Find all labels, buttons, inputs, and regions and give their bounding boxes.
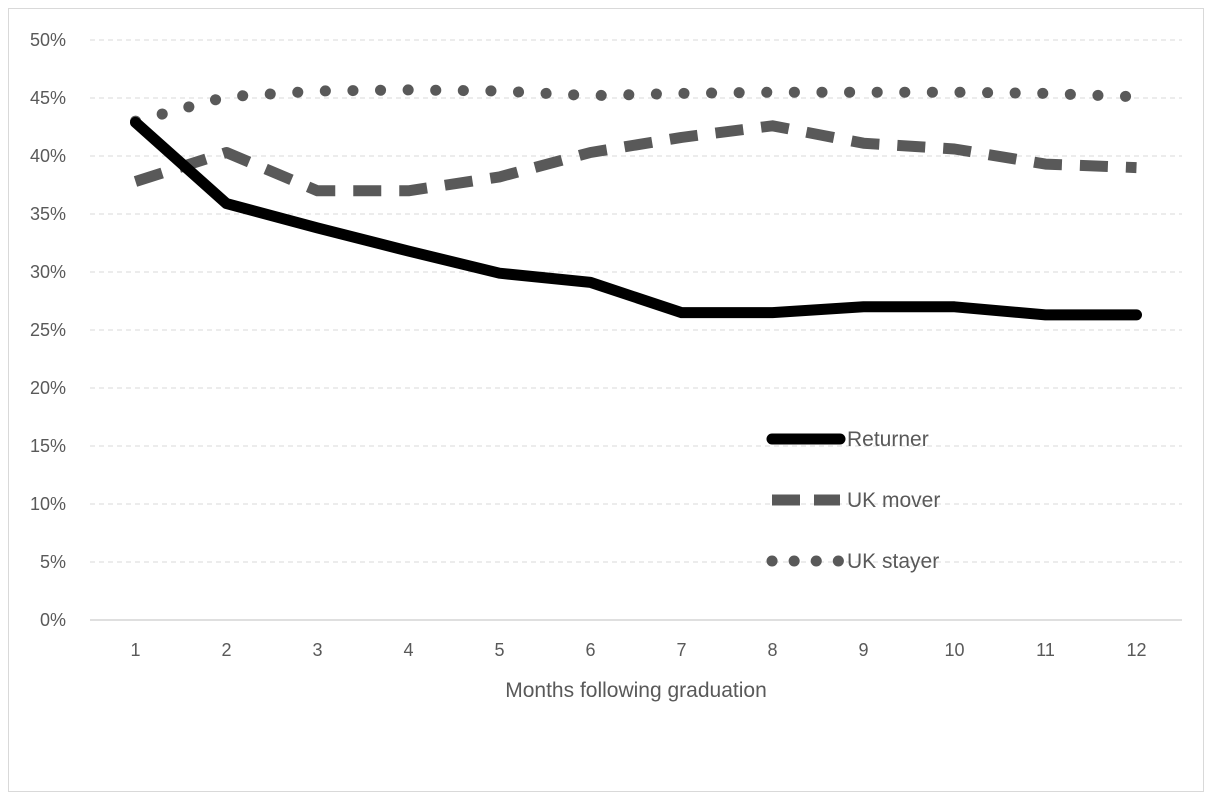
y-tick-label: 20% xyxy=(30,378,66,398)
y-tick-label: 15% xyxy=(30,436,66,456)
y-tick-label: 50% xyxy=(30,30,66,50)
series-lines xyxy=(130,84,1142,321)
y-tick-label: 35% xyxy=(30,204,66,224)
legend-label: UK mover xyxy=(847,489,940,512)
legend-label: Returner xyxy=(847,428,929,451)
x-tick-label: 7 xyxy=(676,640,686,660)
series-line-uk-stayer xyxy=(130,84,1142,127)
x-tick-label: 11 xyxy=(1036,640,1055,660)
x-tick-label: 1 xyxy=(130,640,140,660)
y-tick-label: 30% xyxy=(30,262,66,282)
y-axis-ticks: 0% 5% 10% 15% 20% 25% 30% 35% 40% 45% 50% xyxy=(30,30,66,630)
x-tick-label: 6 xyxy=(585,640,595,660)
x-tick-label: 4 xyxy=(403,640,413,660)
series-line-returner xyxy=(130,116,1142,321)
y-tick-label: 40% xyxy=(30,146,66,166)
y-tick-label: 0% xyxy=(40,610,66,630)
x-tick-label: 3 xyxy=(312,640,322,660)
x-axis-title: Months following graduation xyxy=(505,679,767,702)
y-tick-label: 25% xyxy=(30,320,66,340)
y-tick-label: 10% xyxy=(30,494,66,514)
x-tick-label: 5 xyxy=(494,640,504,660)
legend: Returner UK mover UK stayer xyxy=(766,428,940,573)
x-tick-label: 10 xyxy=(944,640,964,660)
x-tick-label: 2 xyxy=(221,640,231,660)
x-tick-label: 8 xyxy=(767,640,777,660)
chart-frame xyxy=(8,8,1204,792)
x-tick-label: 12 xyxy=(1126,640,1146,660)
y-tick-label: 5% xyxy=(40,552,66,572)
y-tick-label: 45% xyxy=(30,88,66,108)
legend-label: UK stayer xyxy=(847,550,939,573)
series-line-uk-mover xyxy=(133,120,1137,197)
x-tick-label: 9 xyxy=(858,640,868,660)
x-axis-ticks: 1 2 3 4 5 6 7 8 9 10 11 12 xyxy=(130,640,1146,660)
